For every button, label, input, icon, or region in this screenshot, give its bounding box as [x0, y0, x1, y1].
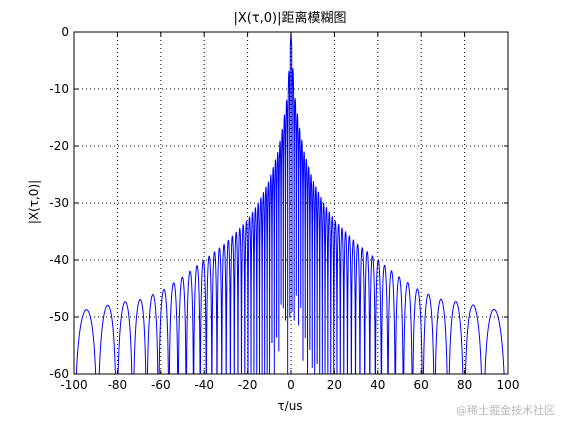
y-tick-label: -50 — [49, 310, 69, 324]
y-tick-label: -20 — [49, 139, 69, 153]
chart-title: |X(τ,0)|距离模糊图 — [233, 10, 346, 26]
x-axis-label: τ/us — [277, 399, 302, 413]
x-tick-label: -80 — [108, 378, 128, 392]
x-tick-label: -60 — [151, 378, 171, 392]
y-tick-label: -40 — [49, 253, 69, 267]
x-tick-label: 60 — [414, 378, 429, 392]
x-tick-label: 40 — [370, 378, 385, 392]
watermark-text: @稀土掘金技术社区 — [456, 404, 555, 417]
y-tick-label: -60 — [49, 367, 69, 381]
axes-frame — [73, 31, 509, 375]
y-tick-label: 0 — [61, 25, 69, 39]
x-tick-label: 100 — [497, 378, 520, 392]
y-tick-label: -30 — [49, 196, 69, 210]
x-tick-label: 0 — [287, 378, 295, 392]
x-tick-label: -40 — [194, 378, 214, 392]
x-tick-label: 80 — [457, 378, 472, 392]
y-tick-label: -10 — [49, 82, 69, 96]
x-tick-label: 20 — [327, 378, 342, 392]
x-tick-label: -100 — [60, 378, 87, 392]
x-tick-label: -20 — [238, 378, 258, 392]
tick-labels: -100 -80 -60 -40 -20 0 20 40 60 80 100 0 -10 -20 -30 -4… — [49, 25, 519, 392]
y-axis-label: |X(τ,0)| — [27, 180, 41, 224]
grid-lines — [74, 32, 508, 374]
